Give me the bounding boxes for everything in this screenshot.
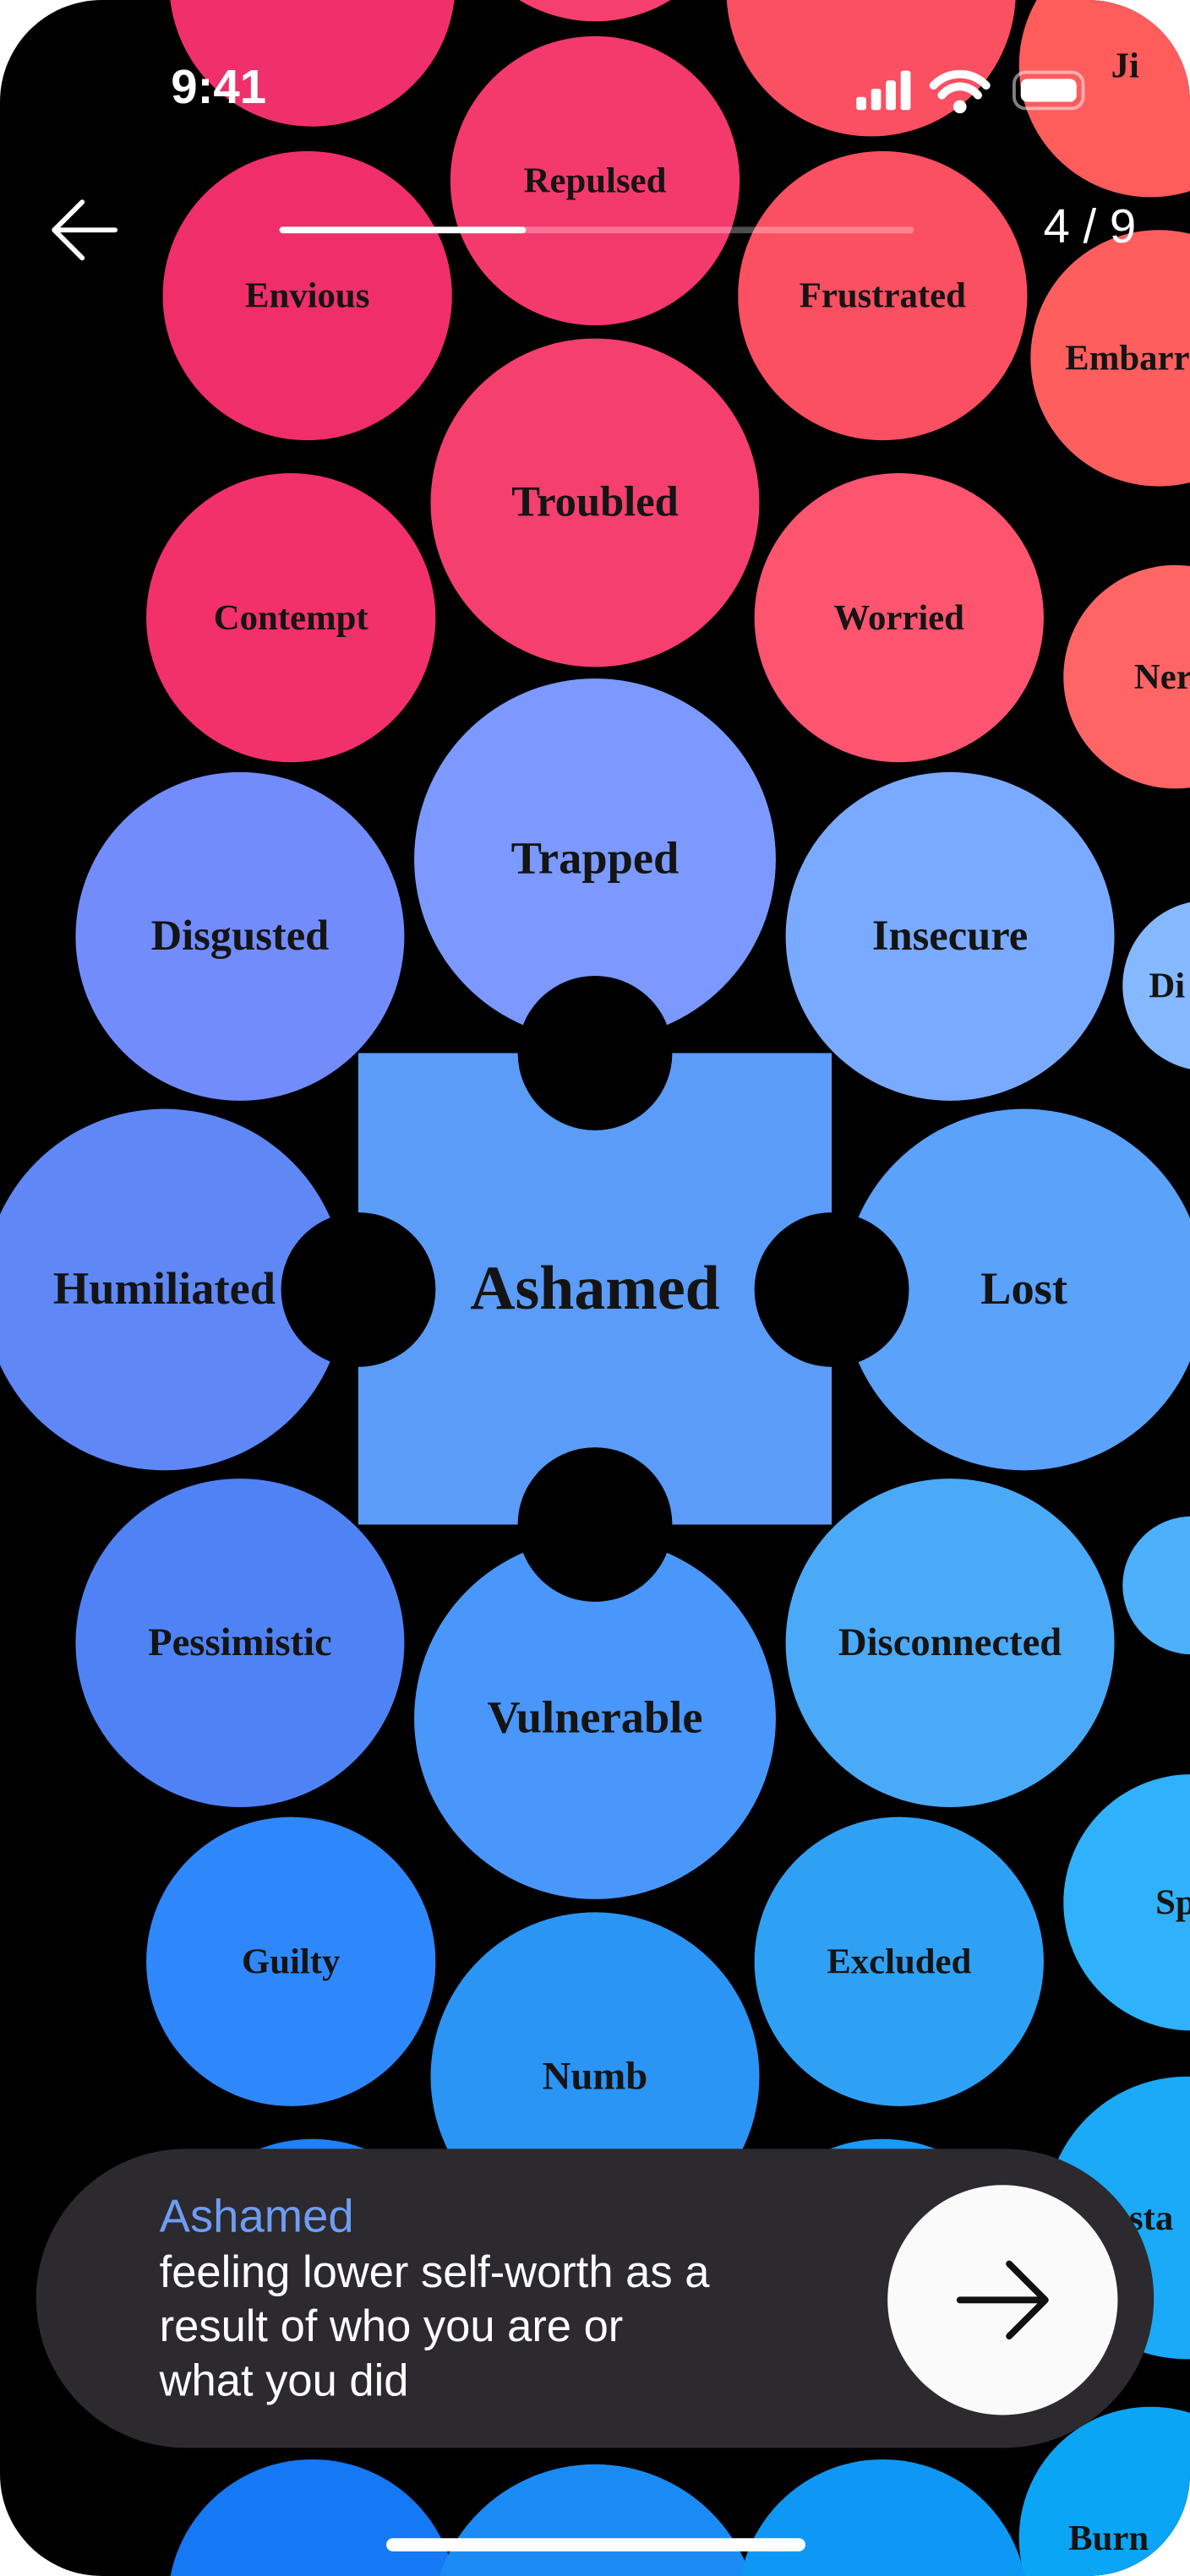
bubble[interactable] bbox=[785, 1479, 1115, 1807]
bubble[interactable] bbox=[1018, 2406, 1190, 2576]
bubble[interactable] bbox=[169, 0, 456, 127]
bubble[interactable] bbox=[1030, 230, 1190, 487]
bubble-label: Humiliated bbox=[53, 1262, 276, 1314]
bubble-label: Insecure bbox=[872, 912, 1028, 959]
emotion-bubble[interactable]: Trapped bbox=[414, 678, 776, 1040]
emotion-bubble[interactable]: Troubled bbox=[430, 338, 760, 667]
emotion-bubble[interactable]: Envious bbox=[162, 150, 452, 441]
card-description: result of who you are or bbox=[160, 2301, 624, 2351]
bubble[interactable] bbox=[450, 35, 740, 326]
battery-outline bbox=[1012, 70, 1085, 111]
puzzle-notch bbox=[754, 1212, 909, 1367]
bubble[interactable] bbox=[167, 2459, 457, 2576]
definition-card bbox=[35, 2148, 1155, 2448]
bubble-label: Vulnerable bbox=[487, 1691, 702, 1742]
next-arrow bbox=[956, 2260, 1049, 2339]
bubble-label: Numb bbox=[543, 2054, 647, 2098]
bubble[interactable] bbox=[1063, 564, 1190, 789]
home-indicator bbox=[386, 2538, 805, 2551]
bubble-label: Contempt bbox=[214, 598, 369, 638]
emotion-bubble[interactable]: Humiliated bbox=[0, 1108, 346, 1471]
bubble[interactable] bbox=[414, 678, 776, 1040]
bubble-label: Ner bbox=[1134, 657, 1190, 697]
emotion-bubble[interactable]: Sp bbox=[1063, 1774, 1190, 2031]
bubble[interactable] bbox=[146, 1816, 436, 2106]
progress-label: 4 / 9 bbox=[1044, 199, 1137, 253]
bubble-label: Lost bbox=[980, 1262, 1067, 1314]
bubble-label: Guilty bbox=[242, 1942, 340, 1981]
bubble[interactable] bbox=[726, 0, 1016, 137]
bubble[interactable] bbox=[430, 338, 760, 667]
bubble-label: Troubled bbox=[511, 478, 679, 526]
emotion-bubble[interactable]: Worried bbox=[754, 473, 1044, 763]
bubble[interactable] bbox=[754, 1816, 1044, 2106]
bubble-label: Trapped bbox=[511, 831, 680, 883]
wifi-icon-dot bbox=[953, 100, 967, 114]
wifi-icon bbox=[929, 69, 991, 100]
bubble[interactable] bbox=[1122, 900, 1190, 1071]
selected-puzzle[interactable]: Ashamed bbox=[281, 976, 909, 1602]
bubble[interactable] bbox=[738, 150, 1028, 441]
bubble[interactable] bbox=[0, 1108, 346, 1471]
emotion-bubble[interactable]: Ji bbox=[1018, 0, 1190, 198]
emotion-bubble[interactable]: Pessimistic bbox=[75, 1479, 405, 1807]
card-description: what you did bbox=[159, 2355, 409, 2405]
bubble[interactable] bbox=[75, 1479, 405, 1807]
puzzle-notch bbox=[281, 1212, 436, 1367]
emotion-bubble[interactable]: Insecure bbox=[785, 771, 1115, 1101]
bubble[interactable] bbox=[754, 473, 1044, 763]
bubble[interactable] bbox=[146, 473, 436, 763]
bubble-label: Envious bbox=[245, 276, 369, 316]
emotion-bubble[interactable]: Contempt bbox=[146, 473, 436, 763]
emotion-bubble[interactable]: Vulnerable bbox=[414, 1538, 776, 1899]
bubble-label: Burn bbox=[1068, 2519, 1149, 2558]
bubble[interactable] bbox=[1018, 0, 1190, 198]
status-time: 9:41 bbox=[171, 60, 266, 113]
battery-level bbox=[1020, 79, 1077, 102]
emotion-bubble[interactable]: Guilty bbox=[146, 1816, 436, 2106]
bubble-label: Pessimistic bbox=[148, 1620, 332, 1664]
bubble[interactable] bbox=[1063, 1774, 1190, 2031]
signal-icon bbox=[856, 70, 911, 111]
bubble[interactable] bbox=[1122, 1516, 1190, 1655]
bubble-label: Disgusted bbox=[151, 912, 330, 959]
bubble-label: Ji bbox=[1111, 46, 1139, 85]
emotion-bubble[interactable]: Ner bbox=[1063, 564, 1190, 789]
bubble-label: Worried bbox=[834, 598, 965, 638]
emotion-bubble[interactable]: Disgusted bbox=[75, 771, 405, 1101]
bubble[interactable] bbox=[843, 1108, 1190, 1471]
card-title: Ashamed bbox=[160, 2190, 354, 2241]
puzzle-piece[interactable] bbox=[358, 1053, 832, 1525]
bubble[interactable] bbox=[785, 771, 1115, 1101]
bubble-label: Embarr bbox=[1065, 339, 1189, 379]
bubble[interactable] bbox=[75, 771, 405, 1101]
bubble-label: Repulsed bbox=[524, 161, 667, 201]
emotion-bubble[interactable]: Excluded bbox=[754, 1816, 1044, 2106]
bubble-label: Sp bbox=[1155, 1882, 1190, 1922]
puzzle-notch bbox=[517, 1447, 673, 1602]
bubble[interactable] bbox=[414, 1538, 776, 1899]
emotion-bubble[interactable]: Embarr bbox=[1030, 230, 1190, 487]
bubble-label: Di bbox=[1149, 966, 1185, 1005]
emotion-bubble[interactable]: Burn bbox=[1018, 2406, 1190, 2576]
emotion-bubble[interactable]: Lost bbox=[843, 1108, 1190, 1471]
back-button[interactable] bbox=[52, 199, 118, 261]
selected-label: Ashamed bbox=[470, 1253, 720, 1322]
bubble[interactable] bbox=[738, 2459, 1028, 2576]
puzzle-notch bbox=[517, 976, 673, 1130]
emotion-bubble[interactable]: Repulsed bbox=[450, 35, 740, 326]
bubble[interactable] bbox=[162, 150, 452, 441]
bubble-label: Excluded bbox=[827, 1942, 971, 1981]
emotion-bubble[interactable]: Disconnected bbox=[785, 1479, 1115, 1807]
card-description: feeling lower self-worth as a bbox=[160, 2247, 711, 2297]
emotion-bubble[interactable]: Frustrated bbox=[738, 150, 1028, 441]
bubble-label: Frustrated bbox=[800, 276, 966, 316]
emotion-bubble[interactable]: Di bbox=[1122, 900, 1190, 1071]
bubble-label: Disconnected bbox=[838, 1620, 1062, 1664]
